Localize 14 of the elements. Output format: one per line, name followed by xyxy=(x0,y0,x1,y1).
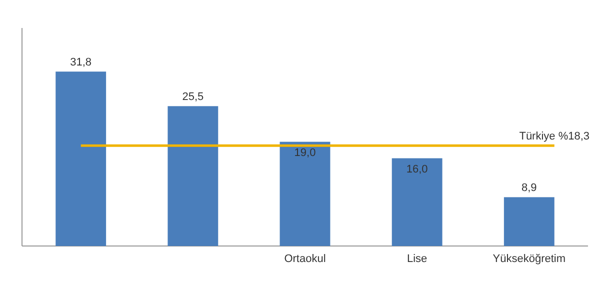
data-label: 16,0 xyxy=(406,163,428,176)
bar xyxy=(168,106,218,246)
x-tick-label: Yükseköğretim xyxy=(492,253,566,265)
ref-line-label: Türkiye %18,3 xyxy=(519,130,590,143)
data-label: 8,9 xyxy=(522,182,537,194)
bar xyxy=(280,142,330,246)
x-tick-label: Ortaokul xyxy=(284,253,326,265)
bar xyxy=(56,72,106,246)
data-label: 19,0 xyxy=(294,146,316,159)
bar xyxy=(504,197,554,246)
bar xyxy=(392,158,442,246)
x-tick-label: Lise xyxy=(406,253,428,265)
data-label: 31,8 xyxy=(70,56,92,69)
data-label: 25,5 xyxy=(182,91,204,104)
